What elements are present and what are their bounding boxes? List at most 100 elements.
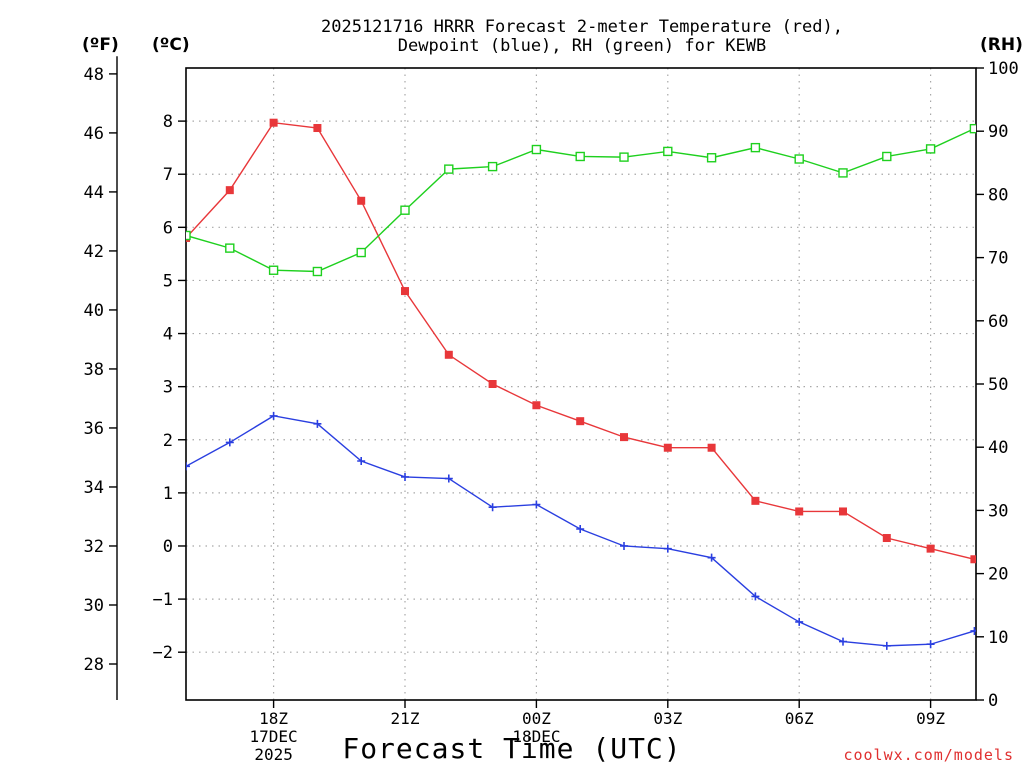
rh-tick-label: 80	[988, 185, 1008, 205]
rh-point	[268, 265, 279, 275]
dewpoint-point	[751, 592, 760, 601]
celsius-axis-unit: (ºC)	[152, 35, 190, 55]
dewpoint-point	[186, 462, 190, 471]
rh-tick-label: 40	[988, 438, 1008, 458]
temperature-point	[620, 433, 628, 442]
temperature-point	[970, 555, 976, 564]
rh-point	[794, 154, 804, 164]
fahrenheit-tick-label: 30	[84, 596, 104, 616]
rh-point	[969, 123, 976, 134]
rh-tick-label: 20	[988, 565, 1008, 585]
rh-line	[186, 127, 976, 273]
rh-tick-label: 90	[988, 122, 1008, 142]
dewpoint-point	[620, 541, 628, 550]
celsius-tick-label: 0	[163, 537, 173, 557]
dewpoint-point	[926, 640, 935, 649]
celsius-tick-label: 4	[163, 325, 173, 345]
dewpoint-point	[970, 626, 976, 635]
temperature-point	[926, 544, 935, 553]
celsius-tick-label: 1	[163, 484, 173, 504]
rh-point	[444, 164, 454, 174]
dewpoint-point	[357, 457, 366, 466]
credit-link[interactable]: coolwx.com/models	[843, 746, 1014, 764]
rh-axis-unit: (RH)	[980, 35, 1023, 55]
rh-point	[531, 144, 542, 155]
temperature-point	[313, 124, 322, 133]
rh-point	[400, 205, 410, 215]
temperature-point	[795, 507, 804, 516]
x-tick-label: 03Z	[653, 709, 682, 728]
temperature-point	[707, 443, 716, 452]
x-tick-label: 09Z	[916, 709, 945, 728]
rh-tick-label: 50	[988, 375, 1008, 395]
x-tick-label: 21Z	[391, 709, 420, 728]
fahrenheit-tick-label: 32	[84, 537, 104, 557]
rh-point	[312, 266, 323, 277]
rh-point	[619, 152, 629, 162]
temperature-point	[225, 186, 234, 195]
dewpoint-line	[186, 415, 976, 647]
rh-point	[186, 230, 191, 241]
series-group	[186, 108, 1022, 650]
x-tick-label: 00Z	[522, 709, 551, 728]
x-axis-label: Forecast Time (UTC)	[342, 732, 682, 765]
fahrenheit-tick-label: 42	[84, 242, 104, 262]
rh-point	[663, 146, 673, 157]
celsius-tick-label: −1	[153, 590, 173, 610]
x-tick-label: 18DEC	[512, 727, 560, 746]
dewpoint-point	[576, 524, 585, 533]
fahrenheit-axis-unit: (ºF)	[82, 35, 119, 55]
dewpoint-point	[707, 553, 716, 562]
rh-point	[1014, 108, 1022, 116]
rh-point	[838, 168, 848, 178]
fahrenheit-tick-label: 38	[84, 360, 104, 380]
dewpoint-point	[225, 438, 234, 447]
temperature-point	[839, 507, 847, 516]
rh-tick-label: 100	[988, 59, 1019, 79]
dewpoint-point	[401, 472, 409, 481]
fahrenheit-tick-label: 36	[84, 419, 104, 439]
rh-point	[925, 144, 936, 154]
temperature-point	[444, 350, 453, 359]
temperature-point	[357, 196, 366, 205]
temperature-point	[488, 380, 497, 388]
celsius-tick-label: 6	[163, 218, 173, 238]
dewpoint-point	[882, 641, 891, 650]
temperature-point	[576, 417, 585, 426]
temperature-point	[401, 287, 409, 296]
temperature-point	[751, 496, 760, 505]
dewpoint-point	[269, 411, 278, 420]
x-tick-label: 06Z	[785, 709, 814, 728]
chart-title-line2: Dewpoint (blue), RH (green) for KEWB	[397, 36, 767, 56]
dewpoint-point	[488, 503, 497, 512]
rh-tick-label: 0	[988, 691, 998, 711]
dewpoint-point	[839, 637, 847, 646]
rh-point	[225, 243, 235, 253]
rh-tick-label: 30	[988, 501, 1008, 521]
rh-point	[575, 151, 585, 162]
x-tick-label: 18Z	[259, 709, 288, 728]
celsius-tick-label: 3	[163, 378, 173, 398]
dewpoint-point	[444, 474, 453, 483]
celsius-tick-label: 5	[163, 271, 173, 291]
x-tick-label: 17DEC	[250, 727, 298, 746]
fahrenheit-tick-label: 48	[84, 65, 104, 85]
fahrenheit-tick-label: 28	[84, 655, 104, 675]
temperature-point	[269, 118, 278, 127]
plot-frame	[185, 67, 977, 701]
rh-point	[487, 161, 498, 172]
celsius-tick-label: −2	[153, 643, 173, 663]
rh-point	[706, 153, 717, 163]
dewpoint-point	[795, 617, 804, 626]
temperature-point	[1014, 566, 1022, 574]
fahrenheit-tick-label: 46	[84, 124, 104, 144]
fahrenheit-tick-label: 40	[84, 301, 104, 321]
rh-point	[356, 247, 366, 258]
rh-point	[750, 142, 761, 153]
fahrenheit-tick-label: 44	[84, 183, 104, 203]
temperature-point	[532, 401, 541, 410]
temperature-point	[663, 443, 672, 452]
dewpoint-point	[663, 544, 672, 553]
x-tick-label: 2025	[254, 745, 293, 764]
